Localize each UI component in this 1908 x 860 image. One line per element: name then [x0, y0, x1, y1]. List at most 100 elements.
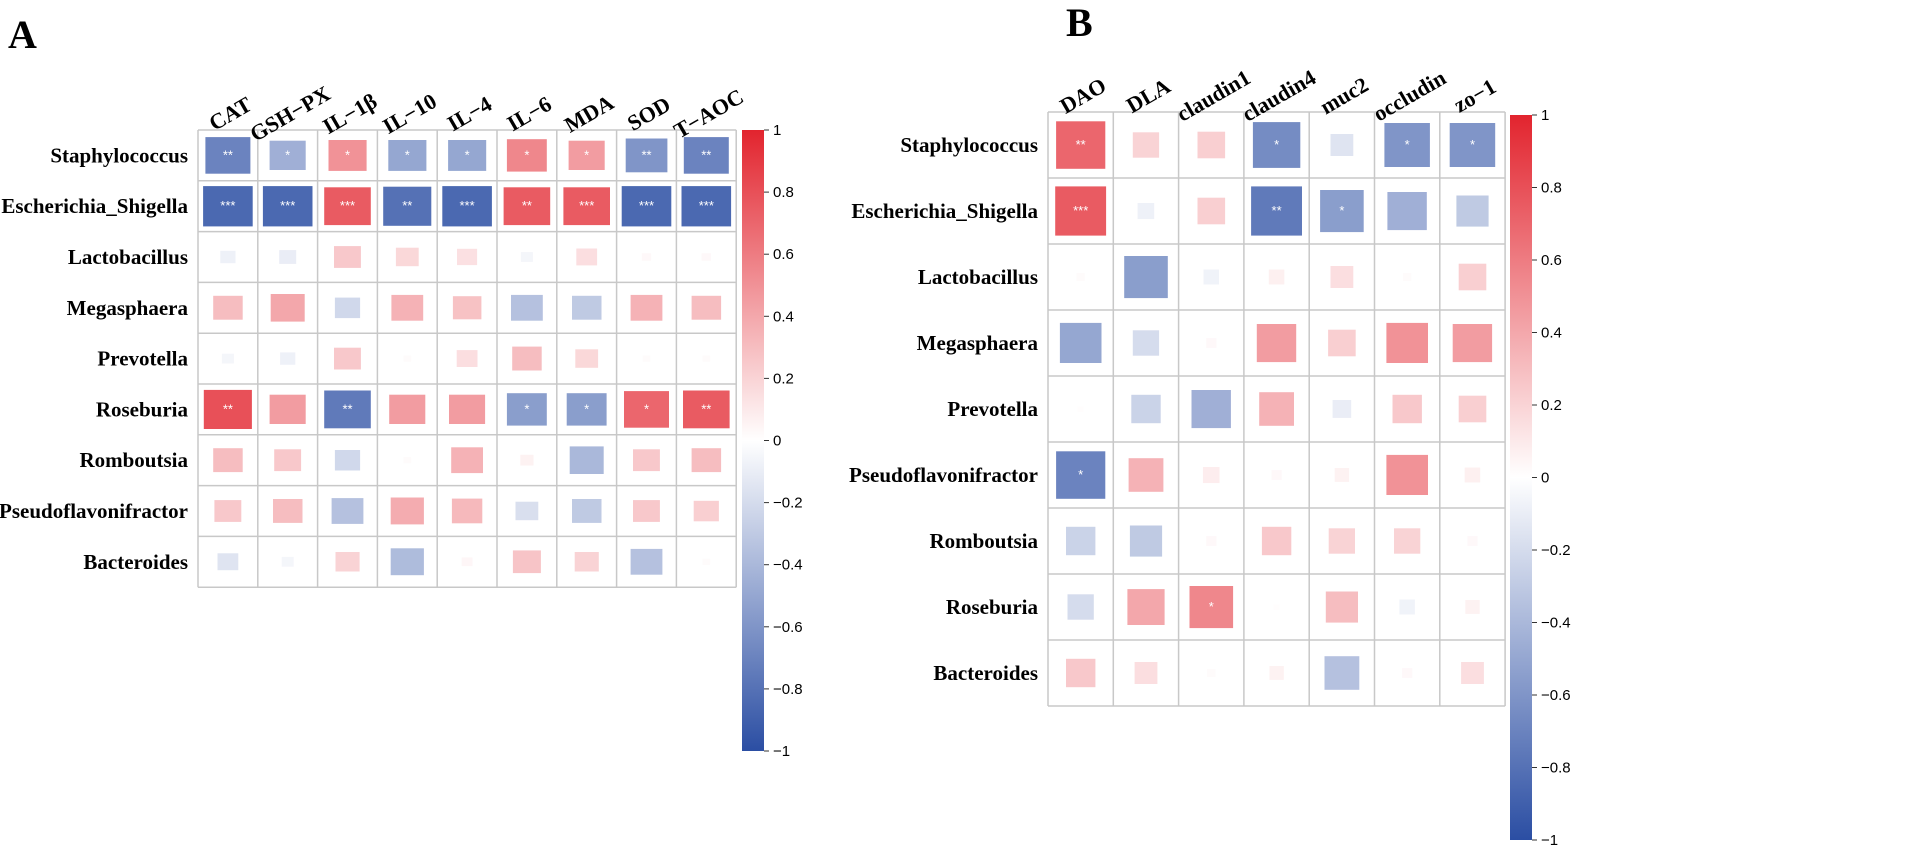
cell-square	[1056, 121, 1106, 169]
cell-square	[1189, 586, 1234, 629]
cell-square	[203, 389, 252, 429]
cell-Roseburia-occludin	[1399, 599, 1415, 615]
cell-Escherichia_Shigella-DAO: ***	[1055, 186, 1107, 236]
colorbar-tick-label: −0.4	[1541, 615, 1571, 632]
cell-Prevotella-SOD	[642, 355, 651, 362]
cell-square	[1402, 668, 1413, 678]
cell-Pseudoflavonifractor-occludin	[1386, 454, 1428, 495]
cell-Romboutsia-claudin4	[1261, 526, 1292, 556]
cell-square	[324, 187, 371, 226]
significance-mark: *	[1339, 203, 1344, 218]
cell-square	[575, 349, 599, 368]
cell-Lactobacillus-zo−1	[1458, 263, 1487, 291]
cell-square	[1132, 132, 1160, 158]
cell-Lactobacillus-T−AOC	[701, 253, 711, 261]
colorbar-tick-label: −0.2	[1541, 542, 1571, 559]
cell-Escherichia_Shigella-T−AOC: ***	[681, 186, 732, 227]
colorbar-gradient	[742, 130, 764, 751]
colorbar-b: 1 0.8 0.6 0.4 0.2 0 −0.2 −0.4 −0.6 −0.8 −1	[1510, 107, 1571, 849]
cell-Lactobacillus-DAO	[1076, 273, 1085, 281]
cell-Lactobacillus-GSH−PX	[279, 250, 297, 264]
significance-mark: ***	[460, 198, 475, 213]
cell-Staphylococcus-T−AOC: **	[683, 137, 729, 174]
cell-Roseburia-DLA	[1127, 589, 1165, 625]
cell-square	[1055, 186, 1107, 236]
cell-square	[334, 347, 361, 370]
grid-lines	[1047, 111, 1506, 707]
cell-square	[1392, 394, 1422, 424]
cell-square	[641, 253, 652, 261]
colorbar-tick-label: 1	[1541, 107, 1549, 124]
cell-square	[280, 352, 296, 365]
row-label-Bacteroides: Bacteroides	[83, 550, 188, 574]
cell-square	[1403, 273, 1412, 281]
cell-square	[1458, 395, 1487, 423]
cell-Romboutsia-T−AOC	[691, 448, 722, 473]
cell-Pseudoflavonifractor-T−AOC	[693, 500, 719, 522]
colorbar-tick-label: 0	[1541, 470, 1549, 487]
cell-Prevotella-claudin1	[1191, 390, 1231, 429]
cell-Staphylococcus-IL−10: *	[388, 140, 427, 171]
row-label-Romboutsia: Romboutsia	[929, 529, 1038, 553]
cell-square	[568, 140, 605, 170]
cell-Prevotella-DLA	[1131, 394, 1161, 424]
cell-square	[633, 500, 660, 522]
cell-Romboutsia-claudin1	[1206, 536, 1217, 546]
cell-square	[203, 186, 253, 227]
cell-Roseburia-claudin4	[1273, 604, 1280, 610]
cell-square	[574, 552, 599, 572]
cell-Roseburia-CAT: **	[203, 389, 252, 429]
cell-Romboutsia-occludin	[1394, 528, 1421, 554]
cell-Romboutsia-CAT	[213, 448, 243, 473]
cell-Staphylococcus-MDA: *	[568, 140, 605, 170]
cell-square	[515, 501, 539, 521]
cell-Pseudoflavonifractor-IL−10	[390, 497, 424, 525]
cell-square	[1332, 400, 1352, 418]
cell-square	[1203, 269, 1219, 285]
cell-square	[1134, 662, 1158, 684]
significance-mark: ***	[639, 198, 654, 213]
cell-Romboutsia-muc2	[1328, 528, 1355, 554]
cell-square	[625, 138, 668, 173]
cell-Staphylococcus-DLA	[1132, 132, 1160, 158]
cell-Pseudoflavonifractor-SOD	[633, 500, 660, 522]
cell-Prevotella-muc2	[1332, 400, 1352, 418]
significance-mark: *	[584, 401, 589, 416]
cell-Escherichia_Shigella-zo−1	[1456, 195, 1489, 227]
cell-Prevotella-occludin	[1392, 394, 1422, 424]
cell-square	[506, 393, 547, 426]
row-label-Staphylococcus: Staphylococcus	[900, 133, 1038, 157]
cell-Roseburia-GSH−PX	[269, 394, 306, 424]
cell-square	[1330, 134, 1354, 156]
row-label-Megasphaera: Megasphaera	[67, 296, 189, 320]
cell-square	[683, 390, 730, 429]
cell-square	[403, 457, 412, 464]
significance-mark: *	[644, 401, 649, 416]
cell-square	[395, 247, 419, 267]
cell-Lactobacillus-muc2	[1330, 266, 1354, 288]
cell-square	[1131, 394, 1161, 424]
cell-Staphylococcus-IL−6: *	[506, 139, 547, 172]
cell-Pseudoflavonifractor-CAT	[214, 500, 242, 522]
cell-Bacteroides-MDA	[574, 552, 599, 572]
cell-square	[1206, 536, 1217, 546]
cell-square	[572, 295, 602, 320]
cell-Staphylococcus-claudin1	[1197, 131, 1226, 159]
column-label-claudin4: claudin4	[1238, 65, 1320, 127]
cell-Pseudoflavonifractor-IL−4	[451, 498, 483, 524]
cell-square	[1328, 329, 1356, 357]
cell-square	[1465, 600, 1480, 614]
cell-Prevotella-GSH−PX	[280, 352, 296, 365]
cell-square	[461, 557, 473, 567]
cell-square	[520, 454, 534, 466]
cell-square	[457, 248, 478, 266]
significance-mark: **	[1272, 203, 1282, 218]
cell-square	[334, 297, 361, 319]
cell-square	[1066, 526, 1096, 556]
cell-square	[1452, 324, 1493, 363]
cell-Roseburia-MDA: *	[566, 393, 607, 426]
cell-square	[1320, 190, 1364, 233]
cell-Roseburia-zo−1	[1465, 600, 1480, 614]
cell-Bacteroides-IL−1β	[335, 552, 360, 572]
cell-square	[1387, 192, 1427, 231]
